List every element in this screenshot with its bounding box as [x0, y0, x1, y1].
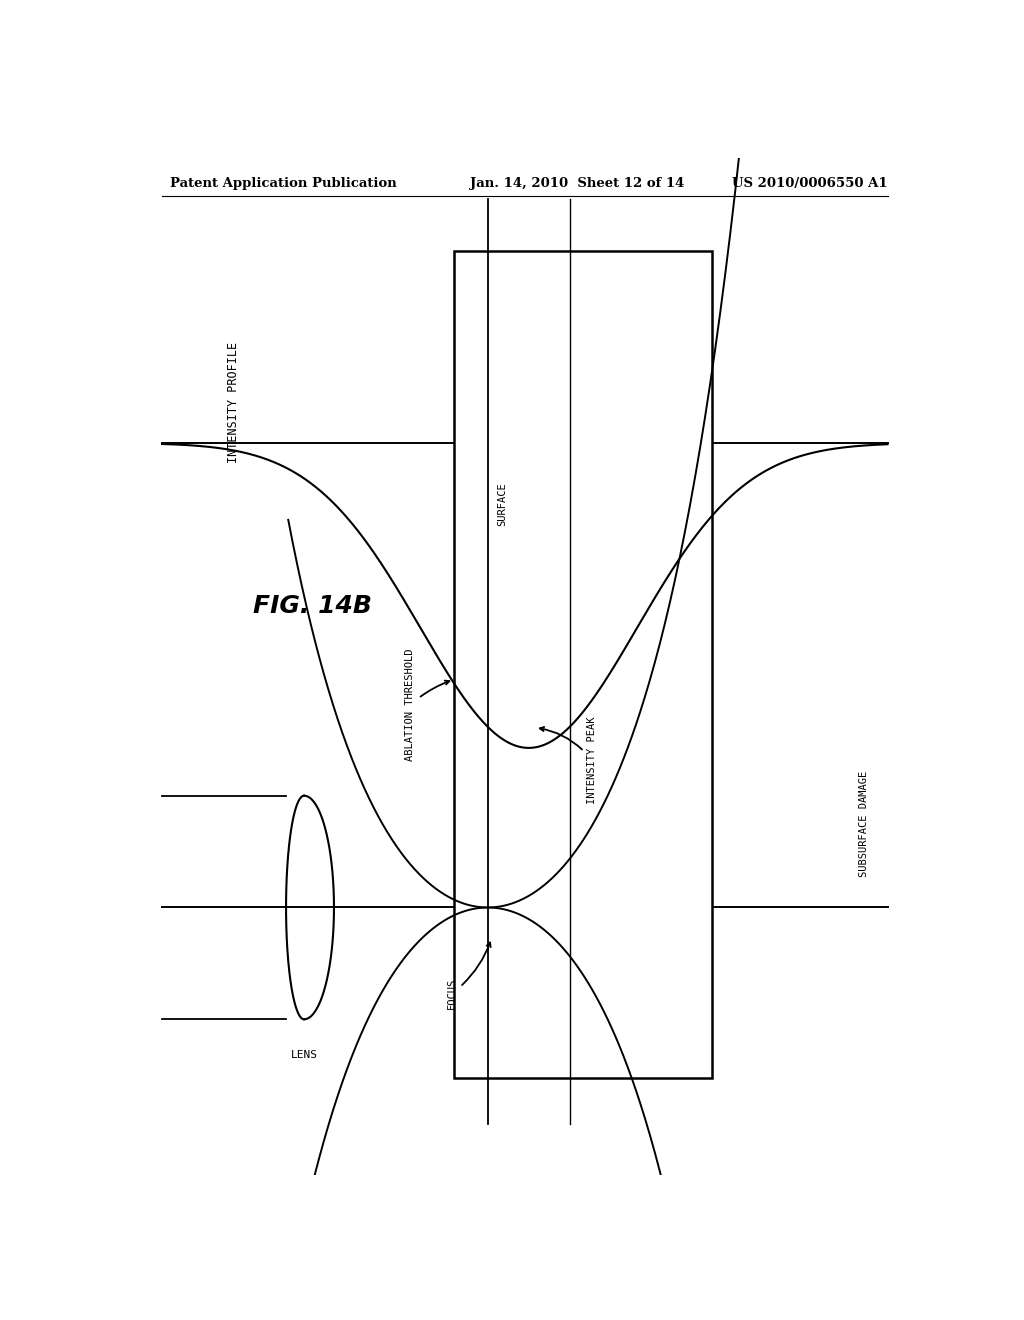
Text: FOCUS: FOCUS [447, 942, 490, 1008]
Text: LENS: LENS [291, 1049, 317, 1060]
Text: US 2010/0006550 A1: US 2010/0006550 A1 [732, 177, 888, 190]
Bar [454, 251, 712, 1078]
Text: INTENSITY PEAK: INTENSITY PEAK [540, 717, 597, 804]
Text: SUBSURFACE DAMAGE: SUBSURFACE DAMAGE [859, 771, 868, 876]
Text: INTENSITY PROFILE: INTENSITY PROFILE [226, 342, 240, 463]
Text: Jan. 14, 2010  Sheet 12 of 14: Jan. 14, 2010 Sheet 12 of 14 [470, 177, 684, 190]
Text: ABLATION THRESHOLD: ABLATION THRESHOLD [406, 648, 450, 760]
Text: Patent Application Publication: Patent Application Publication [170, 177, 396, 190]
Text: FIG. 14B: FIG. 14B [253, 594, 372, 618]
Text: SURFACE: SURFACE [498, 482, 507, 525]
